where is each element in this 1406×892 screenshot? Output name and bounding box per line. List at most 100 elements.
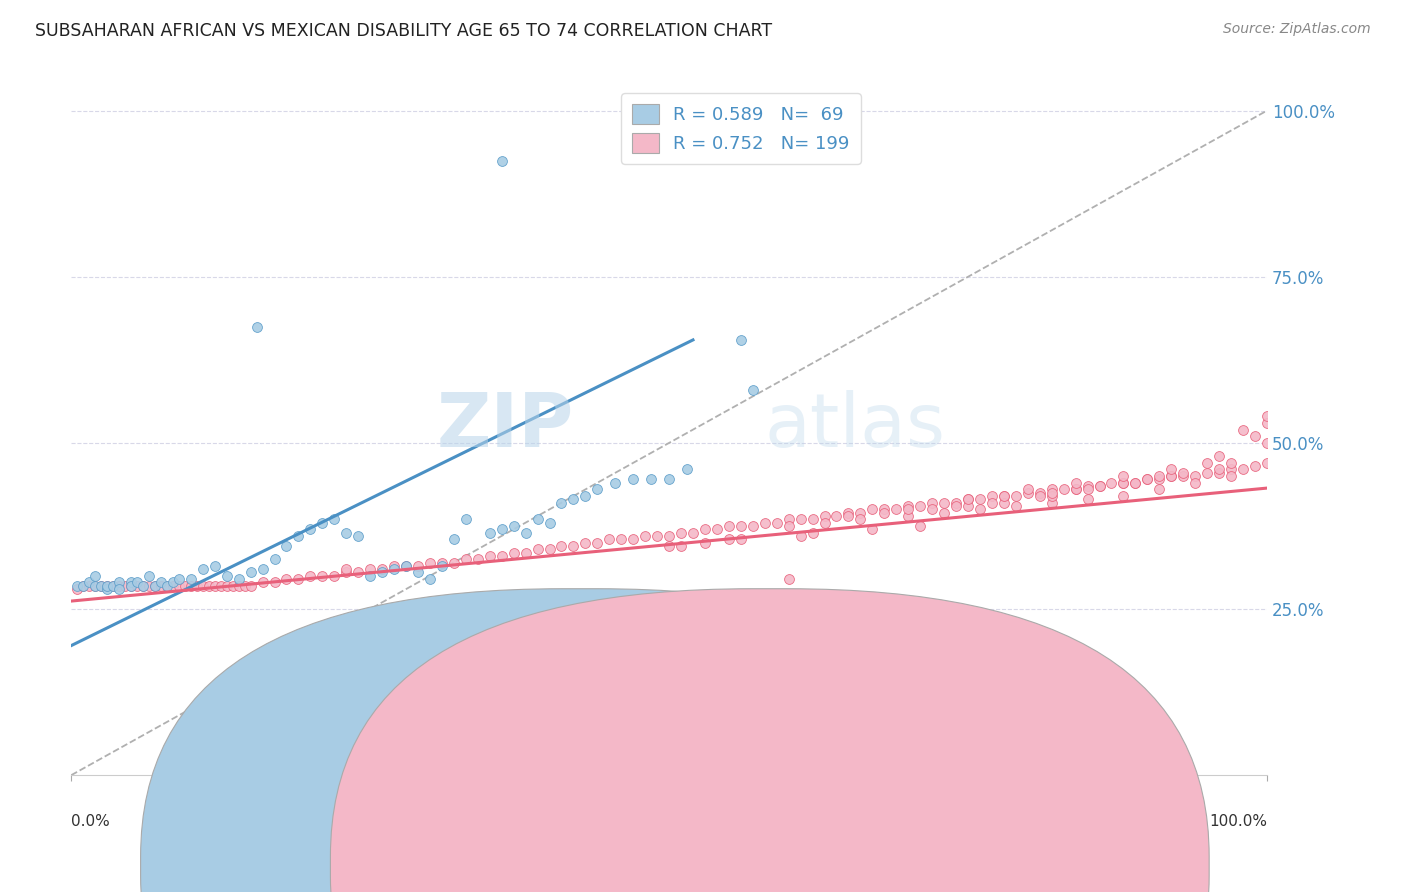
Point (1256, 456, 1278, 470)
Point (1040, 485, 1063, 500)
Point (538, 635, 561, 649)
Point (419, 635, 441, 649)
Point (693, 535, 716, 549)
Point (1088, 479, 1111, 493)
Point (574, 535, 596, 549)
Point (610, 639, 633, 653)
Point (323, 512, 346, 526)
Point (77, 575, 100, 590)
Text: ZIP: ZIP (436, 390, 574, 463)
Text: 100.0%: 100.0% (1209, 814, 1267, 829)
Point (287, 529, 309, 543)
Point (108, 582, 131, 596)
Point (263, 552, 285, 566)
Point (730, 519, 752, 533)
Point (335, 566, 357, 580)
Point (956, 492, 979, 507)
Point (669, 539, 692, 553)
Point (138, 579, 160, 593)
Point (1232, 423, 1254, 437)
Point (125, 575, 148, 590)
Point (908, 519, 931, 533)
Point (1040, 489, 1063, 503)
Point (299, 522, 322, 536)
Point (204, 579, 226, 593)
Point (72, 579, 94, 593)
Point (658, 473, 681, 487)
Point (382, 562, 405, 576)
Point (717, 519, 740, 533)
Point (491, 549, 513, 563)
Point (825, 508, 848, 523)
Point (335, 562, 357, 576)
Point (287, 572, 309, 586)
Point (84, 579, 107, 593)
Point (132, 579, 155, 593)
Point (311, 569, 333, 583)
Point (478, 525, 501, 540)
Point (945, 499, 967, 513)
Point (491, 153, 513, 168)
Point (311, 516, 333, 530)
Point (980, 489, 1002, 503)
Point (550, 496, 572, 510)
Point (849, 506, 872, 520)
Point (143, 579, 166, 593)
Point (1136, 473, 1159, 487)
Point (239, 579, 262, 593)
Point (1208, 462, 1230, 476)
Point (173, 579, 195, 593)
Point (443, 556, 465, 570)
Point (754, 516, 776, 530)
Point (813, 508, 835, 523)
Point (101, 579, 124, 593)
Point (149, 575, 172, 590)
Point (215, 569, 238, 583)
Point (467, 552, 489, 566)
Point (1064, 475, 1087, 490)
Point (1208, 466, 1230, 480)
Point (1064, 483, 1087, 497)
Point (778, 572, 800, 586)
Point (108, 579, 131, 593)
Point (1004, 499, 1026, 513)
Point (263, 575, 285, 590)
Point (491, 522, 513, 536)
Point (1197, 466, 1219, 480)
Point (1173, 466, 1195, 480)
Point (1173, 469, 1195, 483)
Point (395, 558, 418, 573)
Point (156, 579, 179, 593)
Point (1149, 469, 1171, 483)
Point (1256, 409, 1278, 424)
Point (167, 579, 190, 593)
Point (1112, 489, 1135, 503)
Point (430, 556, 453, 570)
Point (969, 492, 991, 507)
Point (778, 512, 800, 526)
Point (96, 582, 118, 596)
Point (526, 542, 548, 557)
Point (191, 562, 214, 576)
Point (1028, 489, 1050, 503)
Point (993, 496, 1015, 510)
Point (1160, 462, 1182, 476)
Point (359, 562, 381, 576)
Point (1208, 449, 1230, 463)
Point (1028, 485, 1050, 500)
Point (1160, 469, 1182, 483)
Point (108, 575, 131, 590)
Point (1136, 473, 1159, 487)
Point (120, 579, 142, 593)
Point (382, 558, 405, 573)
Point (921, 496, 943, 510)
Point (1125, 475, 1147, 490)
Point (1112, 475, 1135, 490)
Point (138, 569, 160, 583)
Point (676, 462, 699, 476)
Point (706, 522, 728, 536)
Point (610, 533, 633, 547)
Point (730, 533, 752, 547)
Point (550, 691, 572, 706)
Point (897, 502, 920, 516)
